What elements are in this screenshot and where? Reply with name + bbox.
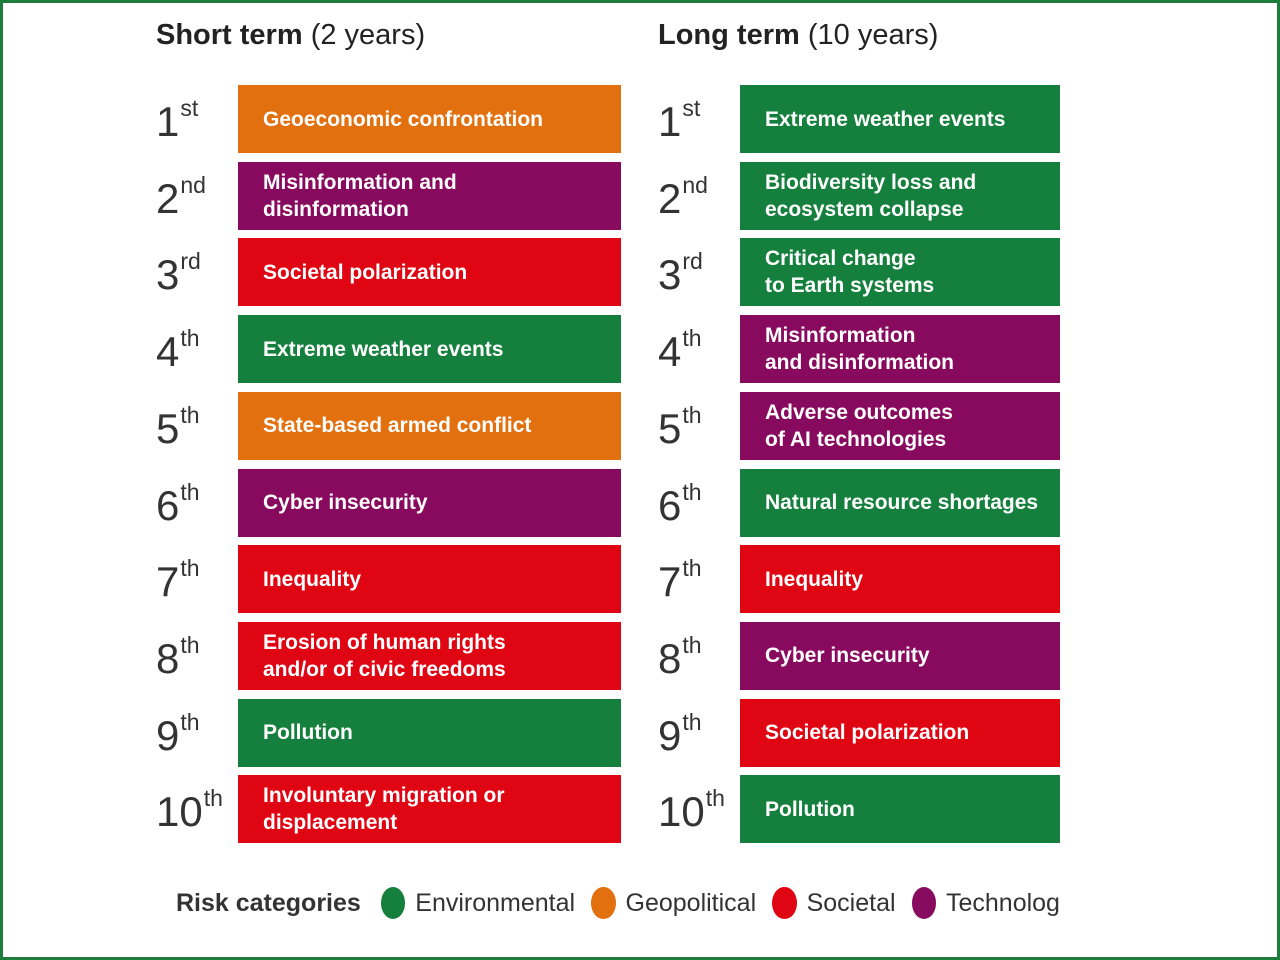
risk-box: State-based armed conflict	[238, 391, 621, 460]
risk-box: Biodiversity loss and ecosystem collapse	[740, 161, 1060, 230]
title-rest: (10 years)	[807, 19, 939, 51]
rank-number: 8	[658, 634, 682, 682]
rank: 8th	[156, 633, 200, 682]
rank-suffix: th	[682, 708, 702, 735]
rank-number: 9	[658, 711, 682, 759]
rank-suffix: th	[682, 325, 702, 352]
rank: 5th	[156, 403, 200, 452]
risk-box: Involuntary migration or displacement	[238, 775, 621, 844]
title-rest: (2 years)	[310, 19, 426, 51]
rank-number: 1	[658, 98, 682, 145]
rank-number: 5	[156, 404, 180, 452]
rank: 7th	[156, 557, 200, 606]
rank-suffix: th	[682, 401, 702, 428]
rank: 9th	[156, 710, 200, 759]
rank-suffix: th	[180, 401, 200, 428]
risk-box: Natural resource shortages	[740, 468, 1060, 537]
legend-dot	[591, 887, 616, 919]
rank: 10th	[156, 787, 223, 836]
risk-box: Misinformation and disinformation	[238, 161, 621, 230]
rank-suffix: th	[180, 708, 200, 735]
rank-number: 7	[658, 558, 682, 606]
legend-label: Societal	[806, 888, 896, 917]
rank-suffix: th	[203, 785, 223, 812]
title-bold: Long term	[658, 19, 800, 51]
risk-box: Inequality	[238, 545, 621, 614]
rank-number: 2	[658, 174, 682, 222]
rank: 2nd	[156, 173, 206, 222]
rank: 3rd	[156, 250, 201, 299]
rank-suffix: th	[682, 555, 702, 582]
rank-suffix: th	[705, 785, 725, 812]
risk-box: Pollution	[740, 775, 1060, 844]
rank-number: 1	[156, 98, 180, 145]
risk-box: Pollution	[238, 698, 621, 767]
risk-box: Misinformation and disinformation	[740, 315, 1060, 384]
legend-title: Risk categories	[176, 888, 361, 917]
rank-suffix: th	[682, 478, 702, 505]
rank-suffix: th	[180, 478, 200, 505]
rank: 1st	[156, 97, 198, 145]
legend-label: Environmental	[415, 888, 576, 917]
risk-box: Erosion of human rights and/or of civic …	[238, 621, 621, 690]
column-title: Long term (10 years)	[658, 19, 938, 52]
legend-label: Technolog	[945, 888, 1060, 917]
rank-number: 10	[156, 788, 203, 836]
rank: 8th	[658, 633, 702, 682]
rank: 2nd	[658, 173, 708, 222]
rank-suffix: th	[180, 325, 200, 352]
rank-number: 6	[156, 481, 180, 529]
rank: 9th	[658, 710, 702, 759]
rank-number: 2	[156, 174, 180, 222]
rank-number: 4	[156, 328, 180, 376]
rank-number: 9	[156, 711, 180, 759]
rank-suffix: th	[180, 555, 200, 582]
risk-box: Extreme weather events	[740, 85, 1060, 153]
rank-number: 5	[658, 404, 682, 452]
risk-box: Critical change to Earth systems	[740, 238, 1060, 307]
risk-box: Cyber insecurity	[740, 621, 1060, 690]
rank: 4th	[658, 327, 702, 376]
column-title: Short term (2 years)	[156, 19, 425, 52]
rank-number: 3	[658, 251, 682, 299]
risk-box: Extreme weather events	[238, 315, 621, 384]
rank: 3rd	[658, 250, 703, 299]
rank-suffix: rd	[682, 248, 703, 275]
rank-number: 3	[156, 251, 180, 299]
rank-number: 8	[156, 634, 180, 682]
legend-dot	[380, 887, 406, 919]
risk-box: Inequality	[740, 545, 1060, 614]
legend-dot	[911, 887, 936, 919]
rank-number: 4	[658, 328, 682, 376]
rank-suffix: st	[180, 95, 199, 121]
legend-label: Geopolitical	[625, 888, 757, 917]
risk-box: Cyber insecurity	[238, 468, 621, 537]
rank-number: 6	[658, 481, 682, 529]
risk-box: Societal polarization	[238, 238, 621, 307]
rank: 1st	[658, 97, 700, 145]
rank: 5th	[658, 403, 702, 452]
rank: 4th	[156, 327, 200, 376]
rank-suffix: th	[180, 631, 200, 658]
risk-box: Geoeconomic confrontation	[238, 85, 621, 153]
legend-dot	[772, 887, 797, 919]
risk-box: Societal polarization	[740, 698, 1060, 767]
rank-number: 7	[156, 558, 180, 606]
rank-suffix: rd	[180, 248, 201, 275]
rank-suffix: st	[682, 95, 701, 121]
rank-suffix: nd	[682, 171, 708, 198]
title-bold: Short term	[156, 19, 303, 51]
risk-box: Adverse outcomes of AI technologies	[740, 391, 1060, 460]
rank: 6th	[156, 480, 200, 529]
rank-number: 10	[658, 788, 705, 836]
rank: 6th	[658, 480, 702, 529]
rank-suffix: th	[682, 631, 702, 658]
legend: Risk categories Environmental Geopolitical…	[176, 887, 1060, 919]
rank: 10th	[658, 787, 725, 836]
rank: 7th	[658, 557, 702, 606]
rank-suffix: nd	[180, 171, 206, 198]
